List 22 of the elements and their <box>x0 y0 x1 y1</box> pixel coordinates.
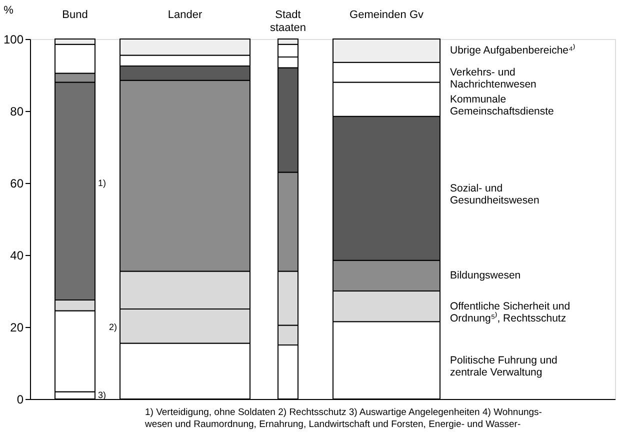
y-tick-label: 80 <box>10 104 24 118</box>
annotation: 2) <box>108 322 117 332</box>
series-label: Bildungswesen <box>450 270 521 282</box>
y-axis-title: % <box>4 4 14 16</box>
y-tick-label: 40 <box>10 248 24 262</box>
series-label: Kommunale Gemeinschaftsdienste <box>450 93 554 118</box>
series-label: Verkehrs- und Nachrichtenwesen <box>450 66 537 90</box>
y-tick-label: 60 <box>10 176 24 190</box>
series-label: Ubrige Aufgabenbereiche⁴⁾ <box>450 44 576 57</box>
x-tick-label: Gemeinden Gv <box>350 9 424 21</box>
series-label: Sozial- und Gesundheitswesen <box>450 182 540 206</box>
text: 1) Verteidigung, ohne Soldaten 2) Rechtsschutz 3) Auswartige Angelegenheiten 4) Wohnungs- wesen und Raumordnung, Ernahrung, Landwirtschaft und Forsten, Energie- und Wasser- <box>144 407 542 430</box>
y-tick-label: 0 <box>16 392 24 406</box>
series-label: Offentliche Sicherheit und Ordnung⁵⁾, Rechtsschutz <box>450 300 570 324</box>
y-tick-label: 100 <box>3 32 24 46</box>
x-tick-label: Stadt staaten <box>270 9 306 34</box>
annotation: 1) <box>98 178 106 188</box>
x-tick-label: Lander <box>168 9 202 21</box>
series-label: Politische Fuhrung und zentrale Verwaltung <box>450 354 558 378</box>
y-tick-label: 20 <box>10 320 24 334</box>
annotation: 3) <box>98 390 106 400</box>
x-tick-label: Bund <box>62 9 88 21</box>
